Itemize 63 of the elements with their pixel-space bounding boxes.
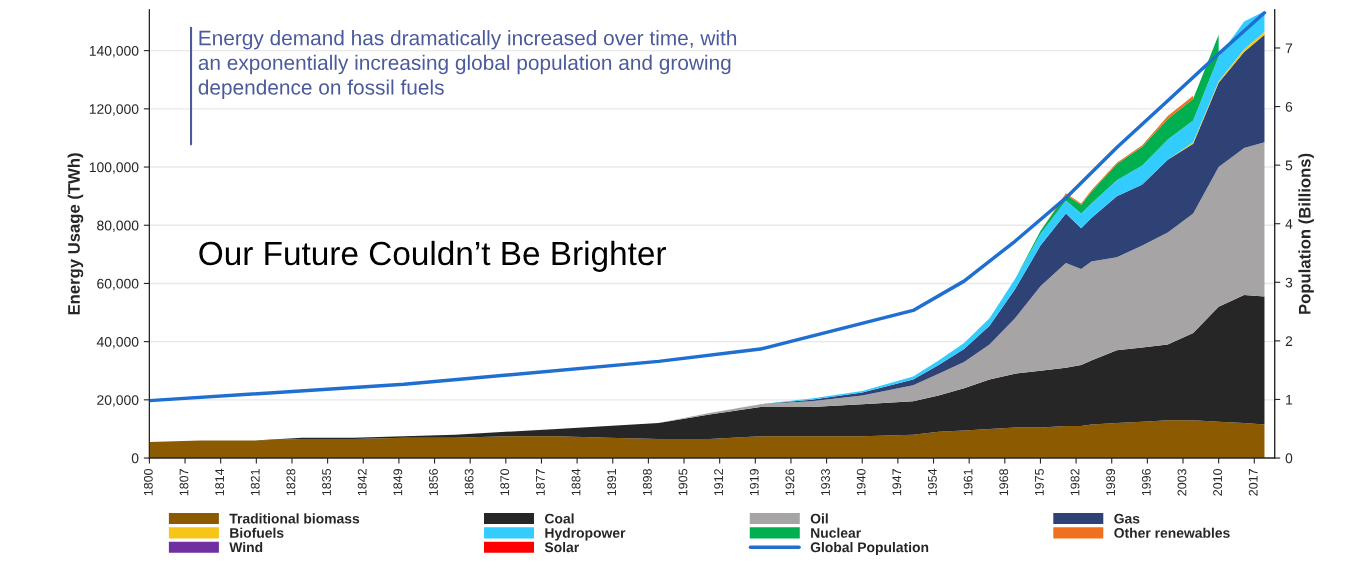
x-tick-label: 1940 — [856, 468, 866, 496]
y2-tick-label: 7 — [1285, 43, 1293, 53]
y-tick-label: 0 — [131, 453, 139, 464]
legend-label: Wind — [229, 542, 263, 553]
x-tick-label: 1842 — [357, 469, 367, 496]
legend-label: Solar — [544, 542, 579, 553]
y-tick-label: 80,000 — [97, 220, 139, 233]
y2-tick-label: 1 — [1286, 394, 1293, 405]
x-tick-label: 1905 — [678, 468, 688, 496]
annotation: Our Future Couldn’t Be Brighter — [199, 240, 666, 272]
x-tick-label: 1975 — [1034, 468, 1044, 496]
x-tick-label: 1926 — [785, 469, 795, 496]
y-axis-title: Energy Usage (TWh) — [67, 153, 84, 315]
x-tick-label: 1800 — [143, 468, 153, 496]
x-tick-label: 1961 — [963, 469, 973, 496]
y-tick-label: 60,000 — [97, 278, 139, 291]
x-tick-label: 1863 — [464, 469, 474, 496]
y-tick-label: 120,000 — [89, 104, 139, 116]
legend-label: Other renewables — [1114, 527, 1230, 538]
y2-tick-label: 3 — [1285, 277, 1293, 288]
annotation: Energy demand has dramatically increased over time, with an exponentially increasing global population and growing dependence on fossil fuels — [198, 30, 737, 99]
x-tick-label: 2010 — [1213, 468, 1223, 496]
x-tick-label: 1870 — [500, 468, 510, 496]
x-tick-label: 1828 — [286, 468, 296, 496]
x-tick-label: 1919 — [749, 469, 759, 496]
legend-label: Global Population — [810, 542, 929, 555]
y-tick-label: 40,000 — [96, 336, 139, 349]
x-tick-label: 1807 — [179, 469, 189, 496]
y2-tick-label: 2 — [1285, 336, 1293, 346]
x-tick-label: 1814 — [215, 468, 225, 496]
legend-label: Oil — [810, 513, 828, 524]
x-tick-label: 1877 — [535, 469, 545, 496]
x-tick-label: 1947 — [892, 469, 902, 496]
y2-axis-title: Population (Billions) — [1298, 153, 1314, 314]
x-tick-label: 1849 — [393, 469, 403, 496]
y2-tick-label: 6 — [1285, 101, 1293, 112]
x-tick-label: 1912 — [714, 469, 724, 496]
x-tick-label: 1989 — [1106, 469, 1116, 496]
x-tick-label: 1954 — [928, 468, 937, 496]
x-tick-label: 1968 — [999, 468, 1009, 496]
x-tick-label: 2003 — [1177, 469, 1187, 496]
x-tick-label: 1982 — [1070, 469, 1080, 496]
legend-label: Traditional biomass — [229, 513, 360, 524]
y2-tick-label: 5 — [1285, 160, 1293, 171]
x-tick-label: 1933 — [821, 469, 830, 496]
x-tick-label: 1835 — [322, 468, 331, 496]
y2-tick-label: 0 — [1285, 453, 1293, 464]
legend-label: Hydropower — [545, 527, 626, 541]
y2-tick-label: 4 — [1285, 219, 1293, 229]
x-tick-label: 1891 — [607, 469, 617, 496]
x-tick-label: 1996 — [1141, 469, 1151, 496]
y-tick-label: 100,000 — [89, 162, 139, 174]
x-tick-label: 1856 — [429, 469, 438, 496]
x-tick-label: 1898 — [642, 468, 652, 496]
x-tick-label: 1821 — [250, 469, 260, 496]
legend-label: Gas — [1114, 513, 1140, 524]
x-tick-label: 2017 — [1248, 469, 1258, 496]
legend-label: Biofuels — [230, 527, 284, 538]
legend-label: Nuclear — [811, 527, 861, 538]
legend-label: Coal — [545, 513, 574, 524]
x-tick-label: 1884 — [571, 468, 581, 496]
y-tick-label: 140,000 — [89, 45, 139, 58]
y-tick-label: 20,000 — [97, 395, 139, 407]
